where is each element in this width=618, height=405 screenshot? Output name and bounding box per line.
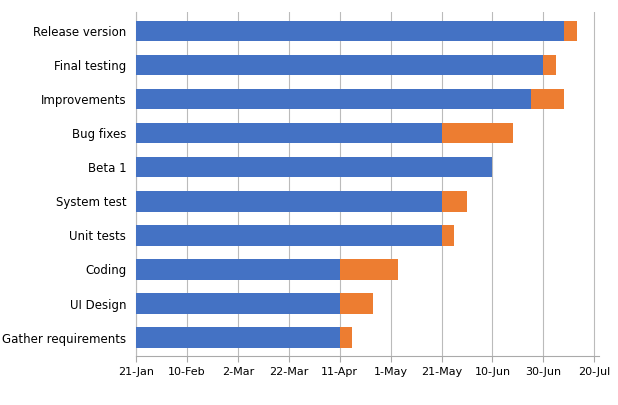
Bar (564, 21, 577, 41)
Bar (442, 123, 513, 143)
Bar (136, 191, 442, 211)
Bar (136, 225, 442, 245)
Bar (136, 21, 564, 41)
Bar (136, 293, 340, 314)
Bar (136, 157, 493, 177)
Bar (136, 55, 543, 75)
Bar (531, 89, 564, 109)
Bar (442, 191, 467, 211)
Bar (136, 123, 442, 143)
Bar (442, 225, 454, 245)
Bar (136, 327, 340, 348)
Bar (136, 89, 531, 109)
Bar (543, 55, 556, 75)
Bar (136, 259, 340, 280)
Bar (340, 259, 398, 280)
Bar (340, 293, 373, 314)
Bar (340, 327, 352, 348)
